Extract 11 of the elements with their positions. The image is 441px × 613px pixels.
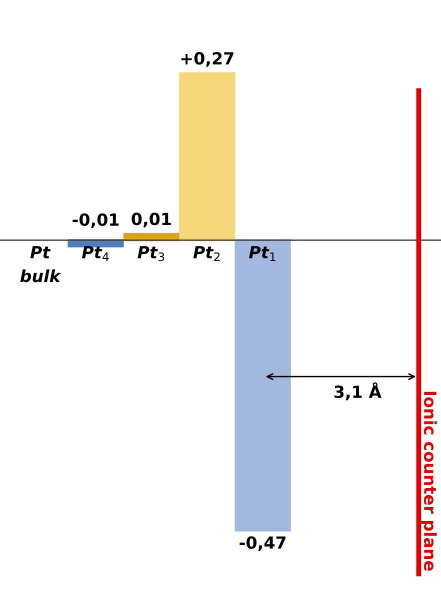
data-label: +0,27 <box>181 52 234 67</box>
x-tick-label: Pt bulk <box>20 246 62 282</box>
data-label: 0,01 <box>132 212 171 228</box>
x-tick-label: Pt$_{3}$ <box>138 246 164 262</box>
text: Ionic counter plane <box>420 392 437 571</box>
x-tick-label: Pt$_{4}$ <box>82 246 109 262</box>
x-tick-label: Pt$_{1}$ <box>249 246 276 262</box>
data-label: -0,01 <box>72 213 119 228</box>
x-tick-label: Pt$_{2}$ <box>193 246 220 262</box>
text: 3,1 Å <box>334 382 382 400</box>
data-label: -0,47 <box>240 536 286 552</box>
